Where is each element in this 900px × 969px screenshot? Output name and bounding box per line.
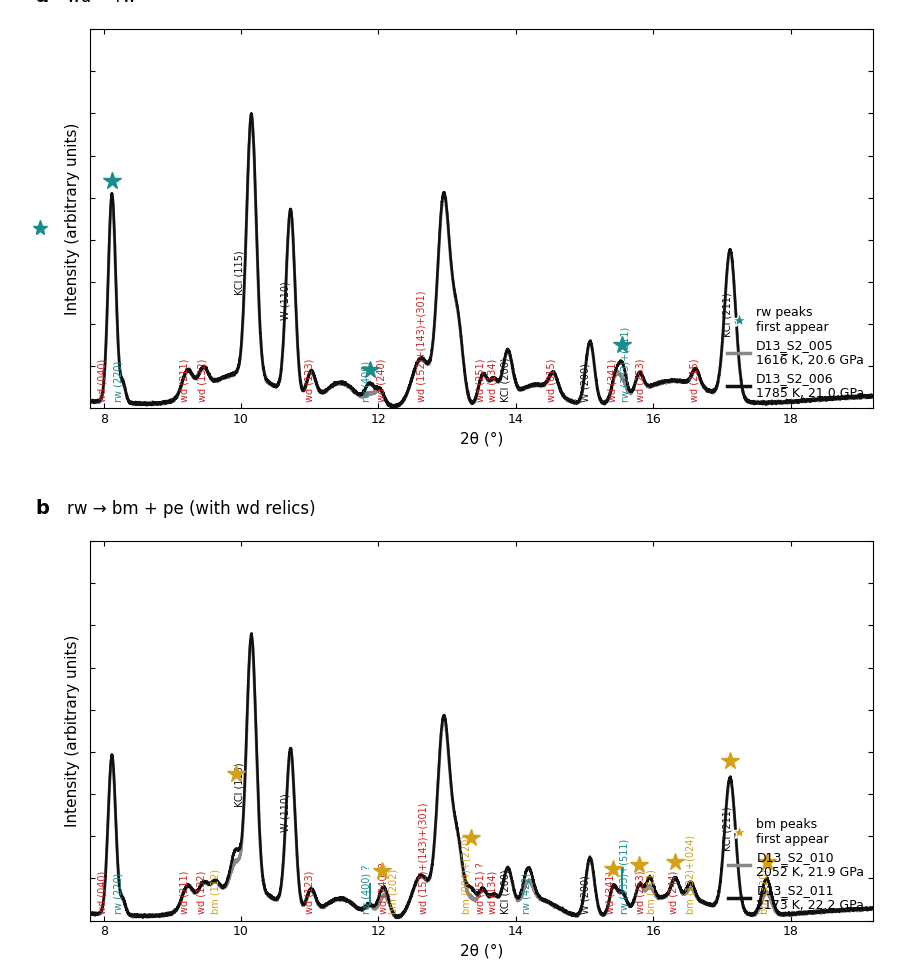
Text: wd (253) ?: wd (253) ?: [635, 862, 646, 914]
Text: wd (123): wd (123): [305, 359, 315, 402]
Text: wd (251) ?: wd (251) ?: [475, 862, 485, 914]
Text: a: a: [35, 0, 49, 7]
Text: wd (240) ?: wd (240) ?: [379, 862, 389, 914]
Text: wd → rw: wd → rw: [67, 0, 136, 7]
Text: W (200): W (200): [580, 875, 591, 914]
Text: wd (240): wd (240): [377, 359, 387, 402]
Text: wd (132): wd (132): [196, 870, 206, 914]
Text: rw (333)+(511): rw (333)+(511): [619, 838, 629, 914]
Text: wd (040): wd (040): [97, 359, 107, 402]
Text: wd (211): wd (211): [180, 359, 190, 402]
Text: wd (040): wd (040): [97, 870, 107, 914]
Text: rw (400) ?: rw (400) ?: [361, 864, 371, 914]
Text: wd (211): wd (211): [180, 870, 190, 914]
Text: rw → bm + pe (with wd relics): rw → bm + pe (with wd relics): [67, 500, 315, 518]
Text: KCl (115): KCl (115): [235, 250, 245, 295]
Text: wd (244): wd (244): [669, 870, 679, 914]
Text: wd (251): wd (251): [475, 359, 485, 402]
Text: wd (152)+(143)+(301): wd (152)+(143)+(301): [418, 802, 428, 914]
Text: rw (333)+(511): rw (333)+(511): [621, 327, 631, 402]
Text: wd (152)+(143)+(301): wd (152)+(143)+(301): [416, 290, 426, 402]
Text: wd (253): wd (253): [635, 359, 646, 402]
X-axis label: 2θ (°): 2θ (°): [460, 432, 503, 447]
Text: KCl (115): KCl (115): [235, 763, 245, 807]
Text: bm (202): bm (202): [389, 868, 399, 914]
Text: KCl (211): KCl (211): [723, 807, 733, 852]
Text: rw (400): rw (400): [361, 360, 371, 402]
Text: W (110): W (110): [281, 794, 291, 832]
Text: KCl (211): KCl (211): [723, 292, 733, 337]
Legend: rw peaks
first appear, D13_S2_005
1616̅ K, 20.6 GPa, D13_S2_006
1785̅ K, 21.0 GP: rw peaks first appear, D13_S2_005 1616̅ …: [722, 300, 869, 405]
Text: rw (220): rw (220): [113, 360, 124, 402]
Text: bm (311): bm (311): [647, 869, 657, 914]
Text: W (110): W (110): [281, 281, 291, 320]
Text: bm (320): bm (320): [760, 869, 770, 914]
Text: bm (004)+(220): bm (004)+(220): [462, 834, 472, 914]
Text: rw (220): rw (220): [113, 872, 124, 914]
Text: wd (134): wd (134): [488, 359, 498, 402]
Text: bm (132)+(024): bm (132)+(024): [686, 834, 696, 914]
Text: wd (132): wd (132): [198, 359, 208, 402]
Y-axis label: Intensity (arbitrary units): Intensity (arbitrary units): [65, 635, 79, 828]
Text: wd (341): wd (341): [606, 870, 616, 914]
Text: rw (422): rw (422): [521, 872, 531, 914]
Text: bm (112): bm (112): [210, 869, 220, 914]
Y-axis label: Intensity (arbitrary units): Intensity (arbitrary units): [65, 122, 79, 315]
X-axis label: 2θ (°): 2θ (°): [460, 944, 503, 959]
Text: W (200): W (200): [580, 362, 591, 402]
Text: b: b: [35, 499, 50, 518]
Text: wd (123): wd (123): [305, 870, 315, 914]
Text: KCl (200): KCl (200): [500, 869, 510, 914]
Text: wd (341): wd (341): [607, 359, 617, 402]
Text: wd (134): wd (134): [488, 870, 498, 914]
Text: wd (215): wd (215): [689, 359, 699, 402]
Text: wd (015): wd (015): [546, 359, 556, 402]
Legend: bm peaks
first appear, D13_S2_010
2052̅ K, 21.9 GPa, D13_S2_011
2173̅ K, 22.2 GP: bm peaks first appear, D13_S2_010 2052̅ …: [723, 813, 869, 917]
Text: KCl (200): KCl (200): [500, 357, 510, 402]
